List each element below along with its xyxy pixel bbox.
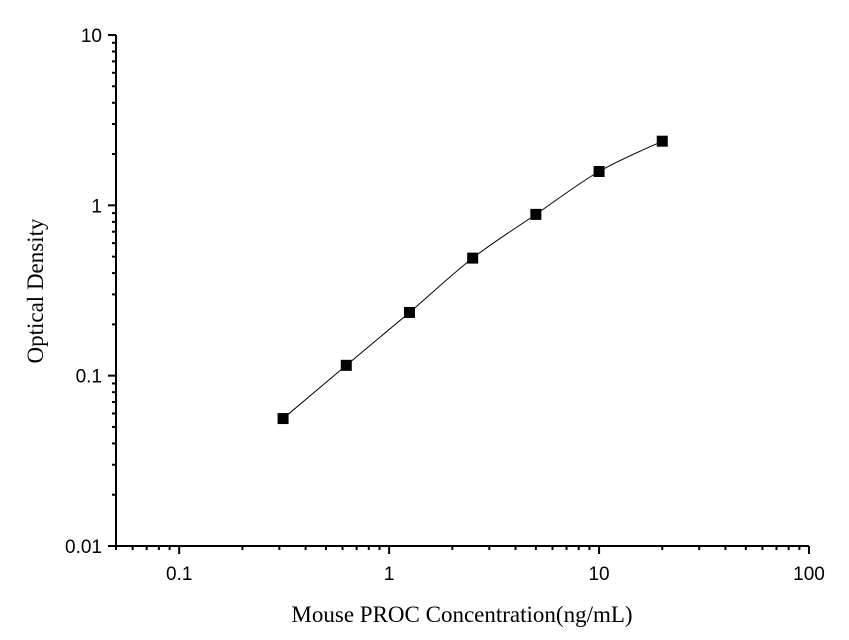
x-axis-title: Mouse PROC Concentration(ng/mL) (291, 602, 632, 627)
data-point (403, 306, 415, 318)
y-axis-title: Optical Density (23, 218, 48, 363)
data-points (277, 135, 668, 425)
x-tick-label: 1 (384, 564, 395, 585)
fit-curve (282, 140, 663, 419)
y-tick-label: 1 (91, 196, 102, 217)
data-point (277, 413, 289, 425)
x-tick-label: 0.1 (166, 564, 192, 585)
y-tick-label: 0.1 (76, 367, 102, 388)
y-tick-label: 10 (81, 26, 102, 47)
data-point (530, 208, 542, 220)
x-tick-label: 100 (793, 564, 825, 585)
axes (108, 34, 810, 554)
data-point (593, 165, 605, 177)
y-tick-label: 0.01 (65, 537, 102, 558)
data-point (467, 252, 479, 264)
tick-labels: 0.1 1 10 100 0.01 0.1 1 10 (65, 26, 825, 585)
data-point (656, 135, 668, 147)
data-point (340, 359, 352, 371)
x-tick-label: 10 (588, 564, 609, 585)
